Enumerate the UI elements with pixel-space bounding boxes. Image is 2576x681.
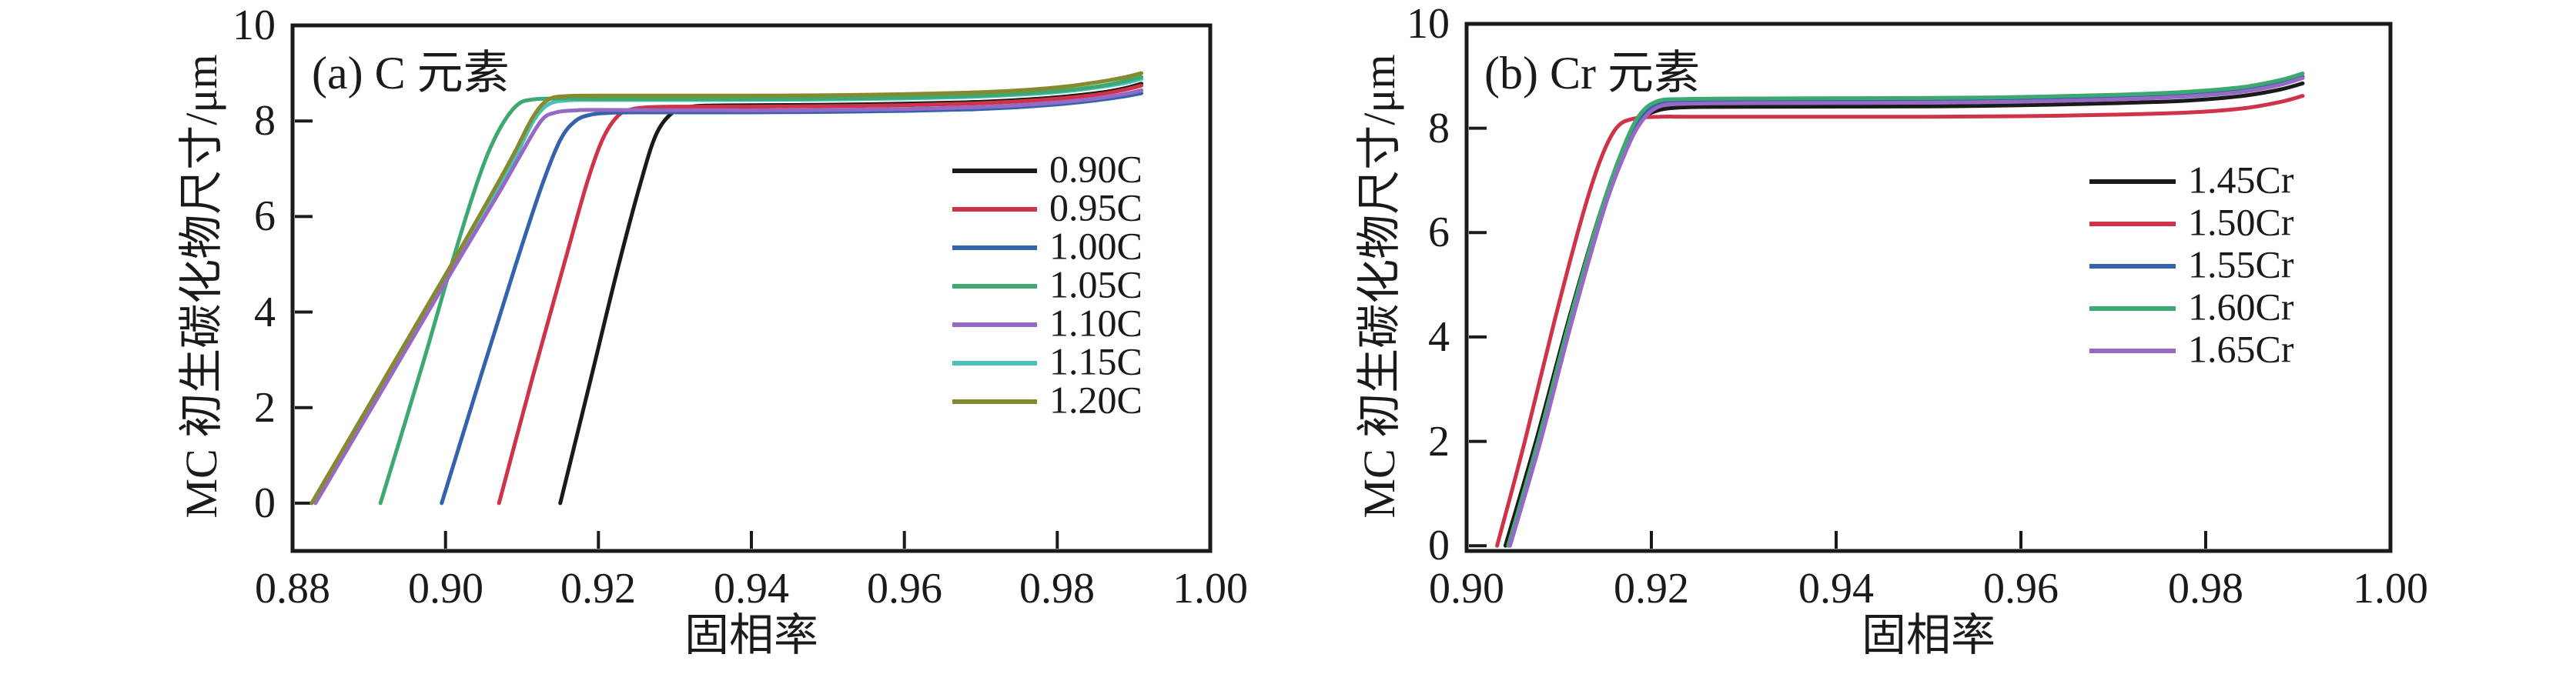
panel-a-title: (a) C 元素 — [312, 48, 510, 98]
panel-a-plot — [290, 23, 1213, 553]
legend-label: 1.60Cr — [2188, 285, 2294, 329]
curve-0.95C — [497, 83, 1144, 506]
legend-label: 0.95C — [1049, 185, 1142, 229]
legend-line-sample — [2089, 306, 2176, 311]
panel-b-x-axis-label: 固相率 — [1861, 610, 1996, 660]
curve-1.10C — [313, 88, 1144, 506]
legend-label: 1.05C — [1049, 262, 1142, 306]
legend-label: 1.55Cr — [2188, 242, 2294, 286]
legend-line-sample — [952, 284, 1037, 289]
legend-line-sample — [2089, 222, 2176, 226]
axis-frame — [290, 23, 1213, 553]
panel-b-x-tick-label: 0.94 — [1798, 565, 1874, 613]
panel-b-y-tick-label: 4 — [1428, 313, 1450, 361]
legend-label: 1.50Cr — [2188, 200, 2294, 244]
curve-1.00C — [440, 91, 1144, 506]
curve-1.50Cr — [1495, 94, 2305, 548]
panel-a-x-tick-label: 0.90 — [408, 565, 483, 613]
legend-label: 1.10C — [1049, 301, 1142, 345]
legend-label: 1.20C — [1049, 378, 1142, 422]
legend-line-sample — [2089, 264, 2176, 269]
panel-b-x-tick-label: 0.98 — [2168, 565, 2243, 613]
panel-a-y-tick-label: 4 — [254, 289, 276, 336]
legend-label: 1.15C — [1049, 339, 1142, 383]
panel-b-y-tick-label: 8 — [1428, 105, 1450, 152]
legend-label: 1.45Cr — [2188, 158, 2294, 202]
panel-b-y-tick-label: 2 — [1428, 418, 1450, 466]
panel-b-x-tick-label: 0.96 — [1983, 565, 2059, 613]
legend-line-sample — [952, 169, 1037, 173]
curve-1.20C — [309, 71, 1144, 506]
legend-line-sample — [952, 245, 1037, 250]
legend-label: 0.90C — [1049, 147, 1142, 191]
panel-a-x-tick-label: 0.88 — [255, 565, 330, 613]
panel-b-y-tick-label: 10 — [1407, 0, 1450, 48]
panel-b-plot — [1464, 22, 2393, 553]
legend-line-sample — [952, 207, 1037, 212]
panel-b-y-tick-label: 6 — [1428, 209, 1450, 256]
panel-b-x-tick-label: 0.92 — [1614, 565, 1689, 613]
legend-label: 1.65Cr — [2188, 327, 2294, 371]
panel-a-y-axis-label: MC 初生碳化物尺寸/μm — [176, 54, 226, 519]
curve-1.05C — [378, 75, 1144, 506]
panel-b-x-tick-label: 1.00 — [2353, 565, 2428, 613]
panel-a-x-tick-label: 0.92 — [560, 565, 636, 613]
panel-a-x-tick-label: 0.94 — [714, 565, 789, 613]
panel-a-y-tick-label: 2 — [254, 384, 276, 432]
panel-a-y-tick-label: 6 — [254, 192, 276, 240]
axis-frame — [1464, 22, 2393, 553]
panel-a-y-tick-label: 8 — [254, 97, 276, 145]
panel-a-x-tick-label: 0.98 — [1019, 565, 1095, 613]
panel-a-y-tick-label: 0 — [254, 479, 276, 527]
legend-line-sample — [952, 361, 1037, 366]
panel-a-x-axis-label: 固相率 — [684, 610, 819, 660]
panel-a-x-tick-label: 0.96 — [867, 565, 942, 613]
legend-line-sample — [2089, 179, 2176, 184]
panel-b-y-tick-label: 0 — [1428, 522, 1450, 569]
legend-label: 1.00C — [1049, 224, 1142, 268]
panel-b-title: (b) Cr 元素 — [1484, 48, 1700, 98]
panel-a-y-tick-label: 10 — [233, 2, 276, 49]
curve-1.60Cr — [1506, 71, 2305, 548]
legend-line-sample — [952, 322, 1037, 327]
panel-b-y-axis-label: MC 初生碳化物尺寸/μm — [1354, 54, 1404, 519]
legend-line-sample — [2089, 349, 2176, 353]
panel-b-x-tick-label: 0.90 — [1429, 565, 1504, 613]
legend-line-sample — [952, 399, 1037, 404]
curve-1.65Cr — [1507, 76, 2305, 548]
panel-a-x-tick-label: 1.00 — [1173, 565, 1248, 613]
